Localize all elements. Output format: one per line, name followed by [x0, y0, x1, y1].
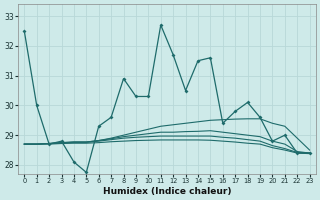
- X-axis label: Humidex (Indice chaleur): Humidex (Indice chaleur): [103, 187, 231, 196]
